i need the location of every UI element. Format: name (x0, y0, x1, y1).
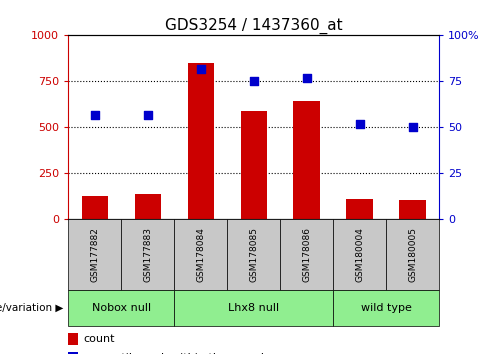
Bar (122, 219, 174, 290)
Text: GSM180005: GSM180005 (408, 227, 417, 282)
Bar (68, 352, 78, 354)
Text: GSM177882: GSM177882 (90, 227, 100, 282)
Text: Nobox null: Nobox null (92, 303, 151, 313)
Bar (280, 219, 333, 290)
Point (91, 112, 99, 118)
Bar (187, 63, 214, 219)
Bar (293, 101, 320, 219)
Bar (68, 333, 78, 345)
Text: GSM178084: GSM178084 (196, 227, 205, 282)
Bar (333, 290, 439, 326)
Bar (241, 111, 267, 219)
Bar (81, 195, 108, 219)
Point (303, 75, 311, 81)
Bar (346, 199, 373, 219)
Text: GSM178086: GSM178086 (302, 227, 311, 282)
Bar (333, 219, 386, 290)
Bar (227, 219, 280, 290)
Bar (400, 200, 426, 219)
Text: GSM178085: GSM178085 (249, 227, 258, 282)
Text: GSM180004: GSM180004 (355, 227, 364, 282)
Point (409, 125, 417, 130)
Title: GDS3254 / 1437360_at: GDS3254 / 1437360_at (165, 18, 343, 34)
Point (250, 79, 258, 84)
Bar (68, 290, 174, 326)
Text: Lhx8 null: Lhx8 null (228, 303, 279, 313)
Bar (135, 194, 161, 219)
Point (356, 121, 364, 127)
Text: genotype/variation ▶: genotype/variation ▶ (0, 303, 63, 313)
Bar (174, 290, 333, 326)
Bar (386, 219, 439, 290)
Point (144, 112, 152, 118)
Point (197, 66, 204, 72)
Text: count: count (83, 334, 115, 344)
Bar (68, 219, 122, 290)
Text: wild type: wild type (361, 303, 412, 313)
Bar (174, 219, 227, 290)
Text: GSM177883: GSM177883 (143, 227, 152, 282)
Text: percentile rank within the sample: percentile rank within the sample (83, 353, 271, 354)
